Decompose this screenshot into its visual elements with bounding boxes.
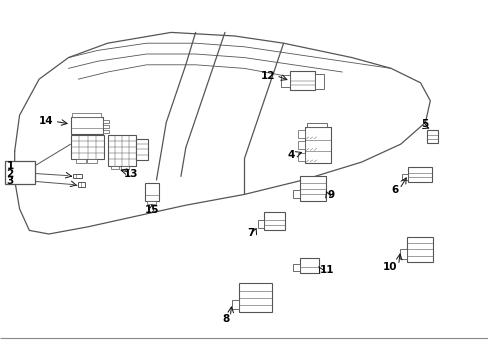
Bar bbox=[102, 120, 108, 123]
Bar bbox=[426, 130, 437, 143]
Bar bbox=[281, 75, 290, 87]
Bar bbox=[264, 212, 284, 230]
Bar bbox=[314, 74, 323, 89]
Bar bbox=[293, 264, 300, 271]
Text: 9: 9 bbox=[326, 190, 334, 200]
Bar bbox=[298, 153, 305, 161]
Text: 15: 15 bbox=[144, 204, 159, 215]
Bar bbox=[87, 159, 97, 163]
Bar bbox=[102, 130, 108, 133]
Text: 12: 12 bbox=[260, 71, 275, 81]
Bar bbox=[121, 166, 128, 169]
Bar bbox=[238, 283, 271, 312]
Text: 6: 6 bbox=[390, 185, 398, 195]
Bar bbox=[257, 220, 264, 228]
Bar bbox=[76, 159, 85, 163]
Bar bbox=[111, 166, 119, 169]
Text: 10: 10 bbox=[382, 262, 397, 272]
Text: 8: 8 bbox=[222, 314, 229, 324]
Text: 11: 11 bbox=[320, 265, 334, 275]
Bar bbox=[293, 190, 300, 198]
Text: 14: 14 bbox=[39, 116, 54, 126]
Text: 2: 2 bbox=[6, 168, 14, 179]
Bar bbox=[144, 183, 159, 201]
Bar bbox=[231, 300, 238, 309]
Bar bbox=[401, 174, 407, 180]
Bar bbox=[298, 141, 305, 149]
Bar bbox=[400, 249, 407, 259]
Bar bbox=[136, 139, 148, 160]
Bar bbox=[72, 113, 101, 117]
Text: 13: 13 bbox=[123, 169, 138, 179]
Text: 1: 1 bbox=[6, 161, 14, 171]
Text: 5: 5 bbox=[420, 119, 427, 129]
Bar bbox=[5, 161, 35, 184]
Text: 7: 7 bbox=[246, 228, 254, 238]
Bar bbox=[107, 135, 136, 166]
Bar bbox=[407, 167, 431, 182]
Bar bbox=[78, 182, 84, 187]
Bar bbox=[71, 117, 102, 134]
Bar bbox=[71, 135, 104, 159]
Bar bbox=[306, 123, 326, 127]
Bar bbox=[300, 258, 318, 273]
Text: 4: 4 bbox=[287, 150, 295, 160]
Bar bbox=[300, 176, 325, 201]
Bar bbox=[290, 71, 314, 90]
Bar bbox=[298, 130, 305, 138]
Bar bbox=[407, 237, 432, 262]
Bar bbox=[146, 201, 155, 204]
Text: 3: 3 bbox=[6, 176, 14, 186]
Bar bbox=[305, 127, 330, 163]
Bar bbox=[73, 174, 82, 178]
Bar bbox=[102, 125, 108, 128]
